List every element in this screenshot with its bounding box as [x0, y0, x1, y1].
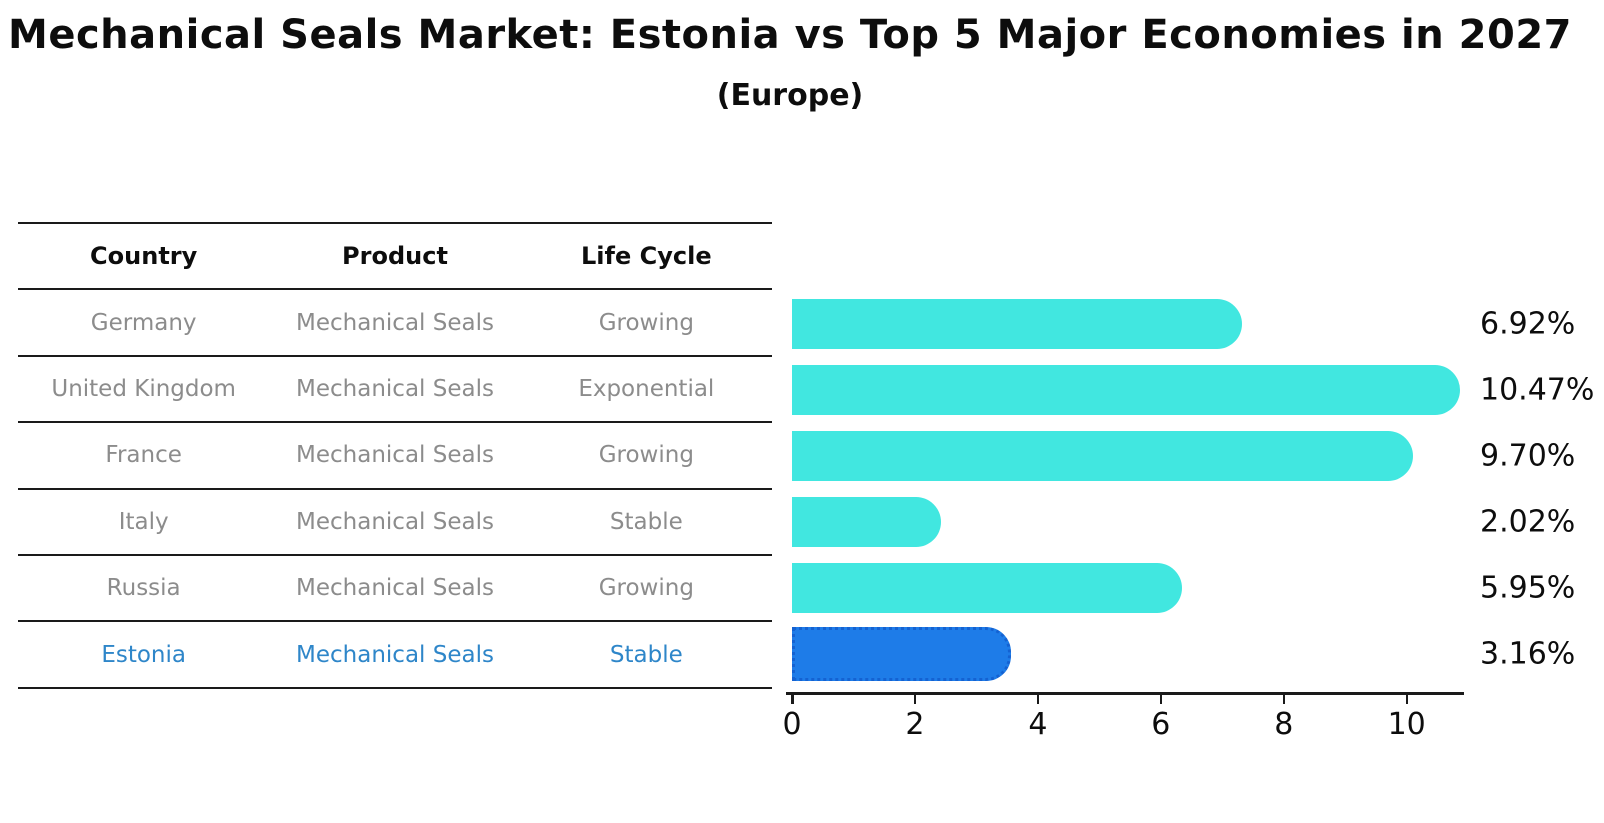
- country-cell: United Kingdom: [51, 375, 236, 402]
- value-label-russia: 5.95%: [1480, 570, 1576, 606]
- tick-label: 2: [905, 707, 925, 742]
- chart-title: Mechanical Seals Market: Estonia vs Top …: [8, 12, 1572, 58]
- bar-row: 3.16%: [792, 621, 1575, 687]
- tick-label: 8: [1274, 707, 1294, 742]
- bar-italy: [792, 497, 941, 547]
- column-header-country: Country: [90, 242, 198, 271]
- bar-row: 9.70%: [792, 423, 1575, 489]
- value-label-estonia: 3.16%: [1480, 636, 1576, 672]
- product-cell: Mechanical Seals: [296, 508, 494, 535]
- life-cycle-cell: Growing: [598, 575, 694, 602]
- table-row-russia: Russia Mechanical Seals Growing: [18, 556, 772, 623]
- table-header-row: Country Product Life Cycle: [18, 224, 772, 291]
- bar-row: 5.95%: [792, 555, 1575, 621]
- column-header-life-cycle: Life Cycle: [581, 242, 712, 271]
- bar-united-kingdom: [792, 365, 1461, 415]
- product-cell: Mechanical Seals: [296, 641, 494, 668]
- tick-label: 0: [782, 707, 802, 742]
- x-axis-line: [786, 692, 1464, 695]
- product-cell: Mechanical Seals: [296, 375, 494, 402]
- product-cell: Mechanical Seals: [296, 309, 494, 336]
- country-cell: Russia: [106, 575, 181, 602]
- bar-germany: [792, 299, 1242, 349]
- bar-chart-plot-area: 6.92% 10.47% 9.70% 2.02% 5.95% 3.16%: [792, 291, 1594, 687]
- product-cell: Mechanical Seals: [296, 575, 494, 602]
- value-label-italy: 2.02%: [1480, 504, 1576, 540]
- table-row-france: France Mechanical Seals Growing: [18, 423, 772, 490]
- bar-row: 6.92%: [792, 291, 1575, 357]
- tick-label: 4: [1028, 707, 1048, 742]
- country-cell: Estonia: [101, 641, 186, 668]
- table-row-italy: Italy Mechanical Seals Stable: [18, 490, 772, 556]
- value-label-germany: 6.92%: [1480, 306, 1576, 342]
- value-label-france: 9.70%: [1480, 438, 1576, 474]
- tick-mark: [913, 694, 917, 704]
- tick-label: 6: [1151, 707, 1171, 742]
- life-cycle-cell: Stable: [609, 641, 683, 668]
- column-header-product: Product: [342, 242, 448, 271]
- value-label-united-kingdom: 10.47%: [1480, 372, 1595, 408]
- bar-estonia-highlighted: [792, 627, 1011, 681]
- life-cycle-cell: Growing: [598, 442, 694, 469]
- country-cell: Italy: [118, 508, 169, 535]
- bar-row: 10.47%: [792, 357, 1594, 423]
- life-cycle-cell: Stable: [609, 508, 683, 535]
- chart-subtitle: (Europe): [716, 78, 864, 113]
- tick-mark: [1405, 694, 1409, 704]
- tick-mark: [791, 694, 794, 704]
- table-row-united-kingdom: United Kingdom Mechanical Seals Exponent…: [18, 357, 772, 424]
- table-row-estonia: Estonia Mechanical Seals Stable: [18, 622, 772, 689]
- life-cycle-cell: Exponential: [578, 375, 715, 402]
- tick-label: 10: [1387, 707, 1426, 742]
- tick-mark: [1036, 694, 1040, 704]
- life-cycle-cell: Growing: [598, 309, 694, 336]
- table-row-germany: Germany Mechanical Seals Growing: [18, 290, 772, 357]
- country-table: Country Product Life Cycle Germany Mecha…: [18, 222, 772, 689]
- bar-france: [792, 431, 1413, 481]
- tick-mark: [1159, 694, 1163, 704]
- product-cell: Mechanical Seals: [296, 442, 494, 469]
- country-cell: France: [105, 442, 182, 469]
- country-cell: Germany: [90, 309, 197, 336]
- bar-row: 2.02%: [792, 489, 1575, 555]
- bar-russia: [792, 563, 1183, 613]
- tick-mark: [1282, 694, 1286, 704]
